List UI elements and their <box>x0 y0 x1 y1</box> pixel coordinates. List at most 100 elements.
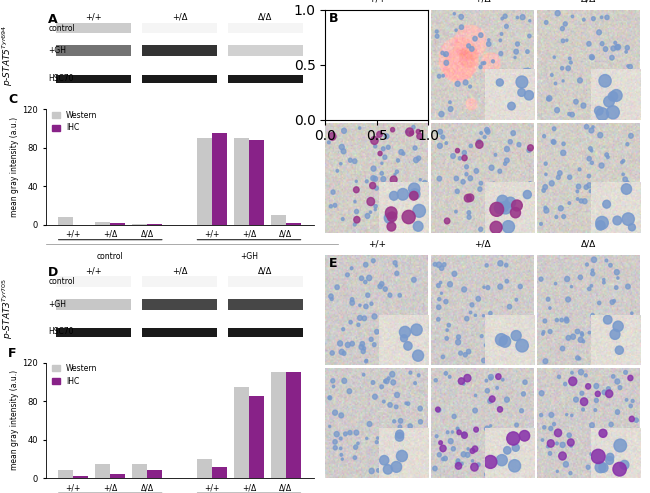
Bar <box>142 23 217 34</box>
Circle shape <box>380 282 384 286</box>
Circle shape <box>489 165 494 170</box>
Circle shape <box>512 354 516 359</box>
Circle shape <box>354 216 360 223</box>
Circle shape <box>352 44 356 49</box>
Circle shape <box>527 148 531 152</box>
Circle shape <box>437 176 441 181</box>
Circle shape <box>605 15 609 20</box>
Circle shape <box>588 331 591 334</box>
Circle shape <box>486 318 491 324</box>
Circle shape <box>439 282 442 284</box>
Circle shape <box>512 438 515 441</box>
Circle shape <box>352 72 354 75</box>
Circle shape <box>339 349 344 354</box>
Circle shape <box>329 425 331 427</box>
Circle shape <box>448 375 451 378</box>
Circle shape <box>579 199 583 203</box>
Circle shape <box>462 432 467 438</box>
Circle shape <box>343 106 345 109</box>
Circle shape <box>549 426 552 430</box>
Circle shape <box>601 16 603 19</box>
Circle shape <box>569 377 577 386</box>
Circle shape <box>544 208 549 213</box>
Circle shape <box>617 330 619 333</box>
Circle shape <box>372 91 377 96</box>
Circle shape <box>341 458 343 460</box>
Circle shape <box>488 39 490 41</box>
Circle shape <box>457 428 459 430</box>
Circle shape <box>376 12 380 17</box>
Circle shape <box>342 378 346 384</box>
Text: Δ/Δ: Δ/Δ <box>581 240 597 248</box>
Circle shape <box>351 108 353 111</box>
Circle shape <box>457 430 462 435</box>
Circle shape <box>619 82 623 87</box>
Circle shape <box>465 173 468 176</box>
Circle shape <box>540 222 542 225</box>
Circle shape <box>346 40 349 44</box>
Text: +GH: +GH <box>48 46 66 55</box>
Circle shape <box>515 423 519 427</box>
Circle shape <box>385 329 387 332</box>
Circle shape <box>487 209 489 212</box>
Circle shape <box>394 319 398 323</box>
Circle shape <box>365 360 367 363</box>
Circle shape <box>543 359 548 364</box>
Circle shape <box>437 305 441 310</box>
Circle shape <box>566 66 571 70</box>
Circle shape <box>517 142 521 147</box>
Circle shape <box>488 467 493 472</box>
Circle shape <box>614 437 619 442</box>
Circle shape <box>467 44 471 48</box>
Circle shape <box>627 460 632 465</box>
Circle shape <box>354 200 356 203</box>
Circle shape <box>375 441 378 444</box>
Circle shape <box>598 133 603 138</box>
Circle shape <box>366 437 368 439</box>
Circle shape <box>577 184 581 189</box>
Circle shape <box>516 16 519 19</box>
Circle shape <box>555 10 560 16</box>
Circle shape <box>414 382 417 385</box>
Circle shape <box>465 453 470 458</box>
Bar <box>234 387 249 478</box>
Circle shape <box>470 449 474 454</box>
Circle shape <box>500 441 504 444</box>
Circle shape <box>444 372 448 375</box>
Circle shape <box>462 287 467 292</box>
Circle shape <box>369 51 371 54</box>
Y-axis label: mean gray intensity (a.u.): mean gray intensity (a.u.) <box>10 117 20 217</box>
Circle shape <box>587 41 591 46</box>
Circle shape <box>614 286 618 289</box>
Circle shape <box>329 294 333 299</box>
Circle shape <box>378 284 382 289</box>
Circle shape <box>526 68 529 71</box>
Circle shape <box>510 345 513 349</box>
Circle shape <box>603 47 608 51</box>
Circle shape <box>544 206 547 210</box>
Circle shape <box>418 406 422 411</box>
Circle shape <box>351 81 355 85</box>
Circle shape <box>588 287 591 291</box>
Circle shape <box>543 425 546 429</box>
Circle shape <box>470 303 474 307</box>
Circle shape <box>588 147 592 150</box>
Circle shape <box>370 137 378 144</box>
Circle shape <box>497 407 502 412</box>
Circle shape <box>378 151 382 156</box>
Bar <box>228 276 303 287</box>
Circle shape <box>561 150 566 155</box>
Circle shape <box>462 432 466 436</box>
Circle shape <box>437 453 441 457</box>
Circle shape <box>396 159 400 162</box>
Circle shape <box>398 425 402 429</box>
Circle shape <box>576 356 580 360</box>
Circle shape <box>556 175 560 179</box>
Circle shape <box>627 65 629 68</box>
Circle shape <box>591 56 594 60</box>
Circle shape <box>447 431 449 434</box>
Circle shape <box>469 311 472 314</box>
Circle shape <box>417 433 421 438</box>
Circle shape <box>415 210 418 212</box>
Circle shape <box>486 285 490 289</box>
